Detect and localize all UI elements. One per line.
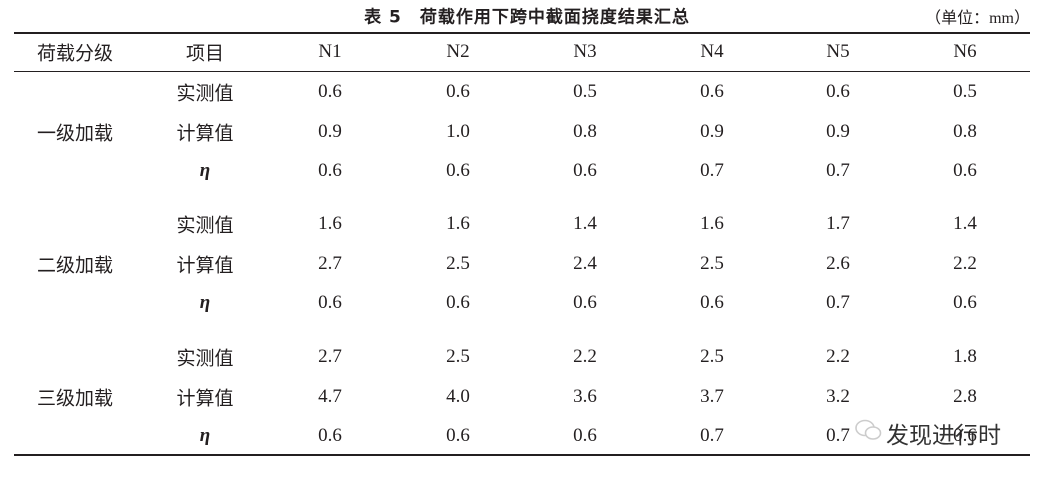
cell-value: 2.7: [318, 346, 342, 367]
cell-value: 4.7: [318, 385, 342, 407]
cell-value: 1.7: [826, 213, 850, 234]
cell-value: 1.4: [573, 213, 597, 234]
cell-value: 2.6: [826, 252, 850, 274]
column-header: N3: [573, 41, 597, 62]
cell-value: 0.6: [446, 425, 470, 446]
cell-value: 0.6: [953, 292, 977, 313]
cell-value: 0.6: [953, 160, 977, 181]
cell-value: 0.7: [700, 425, 724, 446]
cell-value: 0.5: [953, 81, 977, 102]
watermark: 发现进行时: [850, 414, 1007, 452]
cell-value: 2.2: [953, 252, 977, 274]
cell-value: 0.6: [700, 292, 724, 313]
cell-value: 0.5: [573, 81, 597, 102]
cell-value: 0.6: [573, 425, 597, 446]
cell-value: 0.7: [700, 160, 724, 181]
header-rule: [14, 71, 1030, 72]
row-item: 实测值: [176, 215, 234, 237]
cell-value: 0.6: [318, 425, 342, 446]
cell-value: 0.8: [573, 120, 597, 142]
cell-value: 2.7: [318, 252, 342, 274]
column-header: N2: [446, 41, 470, 62]
cell-value: 0.6: [318, 292, 342, 313]
row-item: η: [199, 160, 211, 181]
group-label: 一级加载: [36, 123, 114, 144]
column-header: 项目: [185, 43, 225, 65]
cell-value: 0.6: [573, 160, 597, 181]
cell-value: 3.6: [573, 385, 597, 407]
cell-value: 0.7: [826, 160, 850, 181]
bottom-rule: [14, 454, 1030, 456]
cell-value: 0.6: [446, 160, 470, 181]
cell-value: 2.5: [446, 252, 470, 274]
cell-value: 0.7: [826, 425, 850, 446]
cell-value: 1.8: [953, 346, 977, 367]
cell-value: 1.6: [700, 213, 724, 234]
unit-note: （单位：mm）: [925, 10, 1030, 27]
row-item: 计算值: [176, 123, 234, 144]
cell-value: 0.6: [318, 81, 342, 102]
row-item: 实测值: [176, 348, 234, 370]
cell-value: 2.2: [573, 346, 597, 367]
cell-value: 0.9: [318, 120, 342, 142]
table-title: 表 5 荷载作用下跨中截面挠度结果汇总: [364, 7, 690, 28]
cell-value: 0.6: [573, 292, 597, 313]
row-item: η: [199, 425, 211, 446]
cell-value: 0.6: [953, 425, 977, 446]
cell-value: 1.4: [953, 213, 977, 234]
cell-value: 0.8: [953, 120, 977, 142]
cell-value: 1.0: [446, 120, 470, 142]
column-header: 荷载分级: [36, 43, 114, 65]
cell-value: 3.2: [826, 385, 850, 407]
cell-value: 0.6: [700, 81, 724, 102]
row-item: 实测值: [176, 83, 234, 105]
column-header: N5: [826, 41, 850, 62]
row-item: η: [199, 292, 211, 313]
cell-value: 0.9: [826, 120, 850, 142]
cell-value: 0.6: [318, 160, 342, 181]
cell-value: 0.6: [446, 81, 470, 102]
cell-value: 1.6: [446, 213, 470, 234]
column-header: N6: [953, 41, 977, 62]
cell-value: 3.7: [700, 385, 724, 407]
cell-value: 1.6: [318, 213, 342, 234]
column-header: N4: [700, 41, 724, 62]
cell-value: 2.5: [446, 346, 470, 367]
cell-value: 0.6: [446, 292, 470, 313]
cell-value: 4.0: [446, 385, 470, 407]
column-header: N1: [318, 41, 342, 62]
top-rule: [14, 32, 1030, 34]
row-item: 计算值: [176, 388, 234, 409]
row-item: 计算值: [176, 255, 234, 276]
cell-value: 2.2: [826, 346, 850, 367]
cell-value: 0.9: [700, 120, 724, 142]
cell-value: 2.4: [573, 252, 597, 274]
group-label: 二级加载: [36, 255, 114, 276]
group-label: 三级加载: [36, 388, 114, 409]
cell-value: 2.8: [953, 385, 977, 407]
cell-value: 2.5: [700, 252, 724, 274]
cell-value: 0.6: [826, 81, 850, 102]
cell-value: 2.5: [700, 346, 724, 367]
cell-value: 0.7: [826, 292, 850, 313]
